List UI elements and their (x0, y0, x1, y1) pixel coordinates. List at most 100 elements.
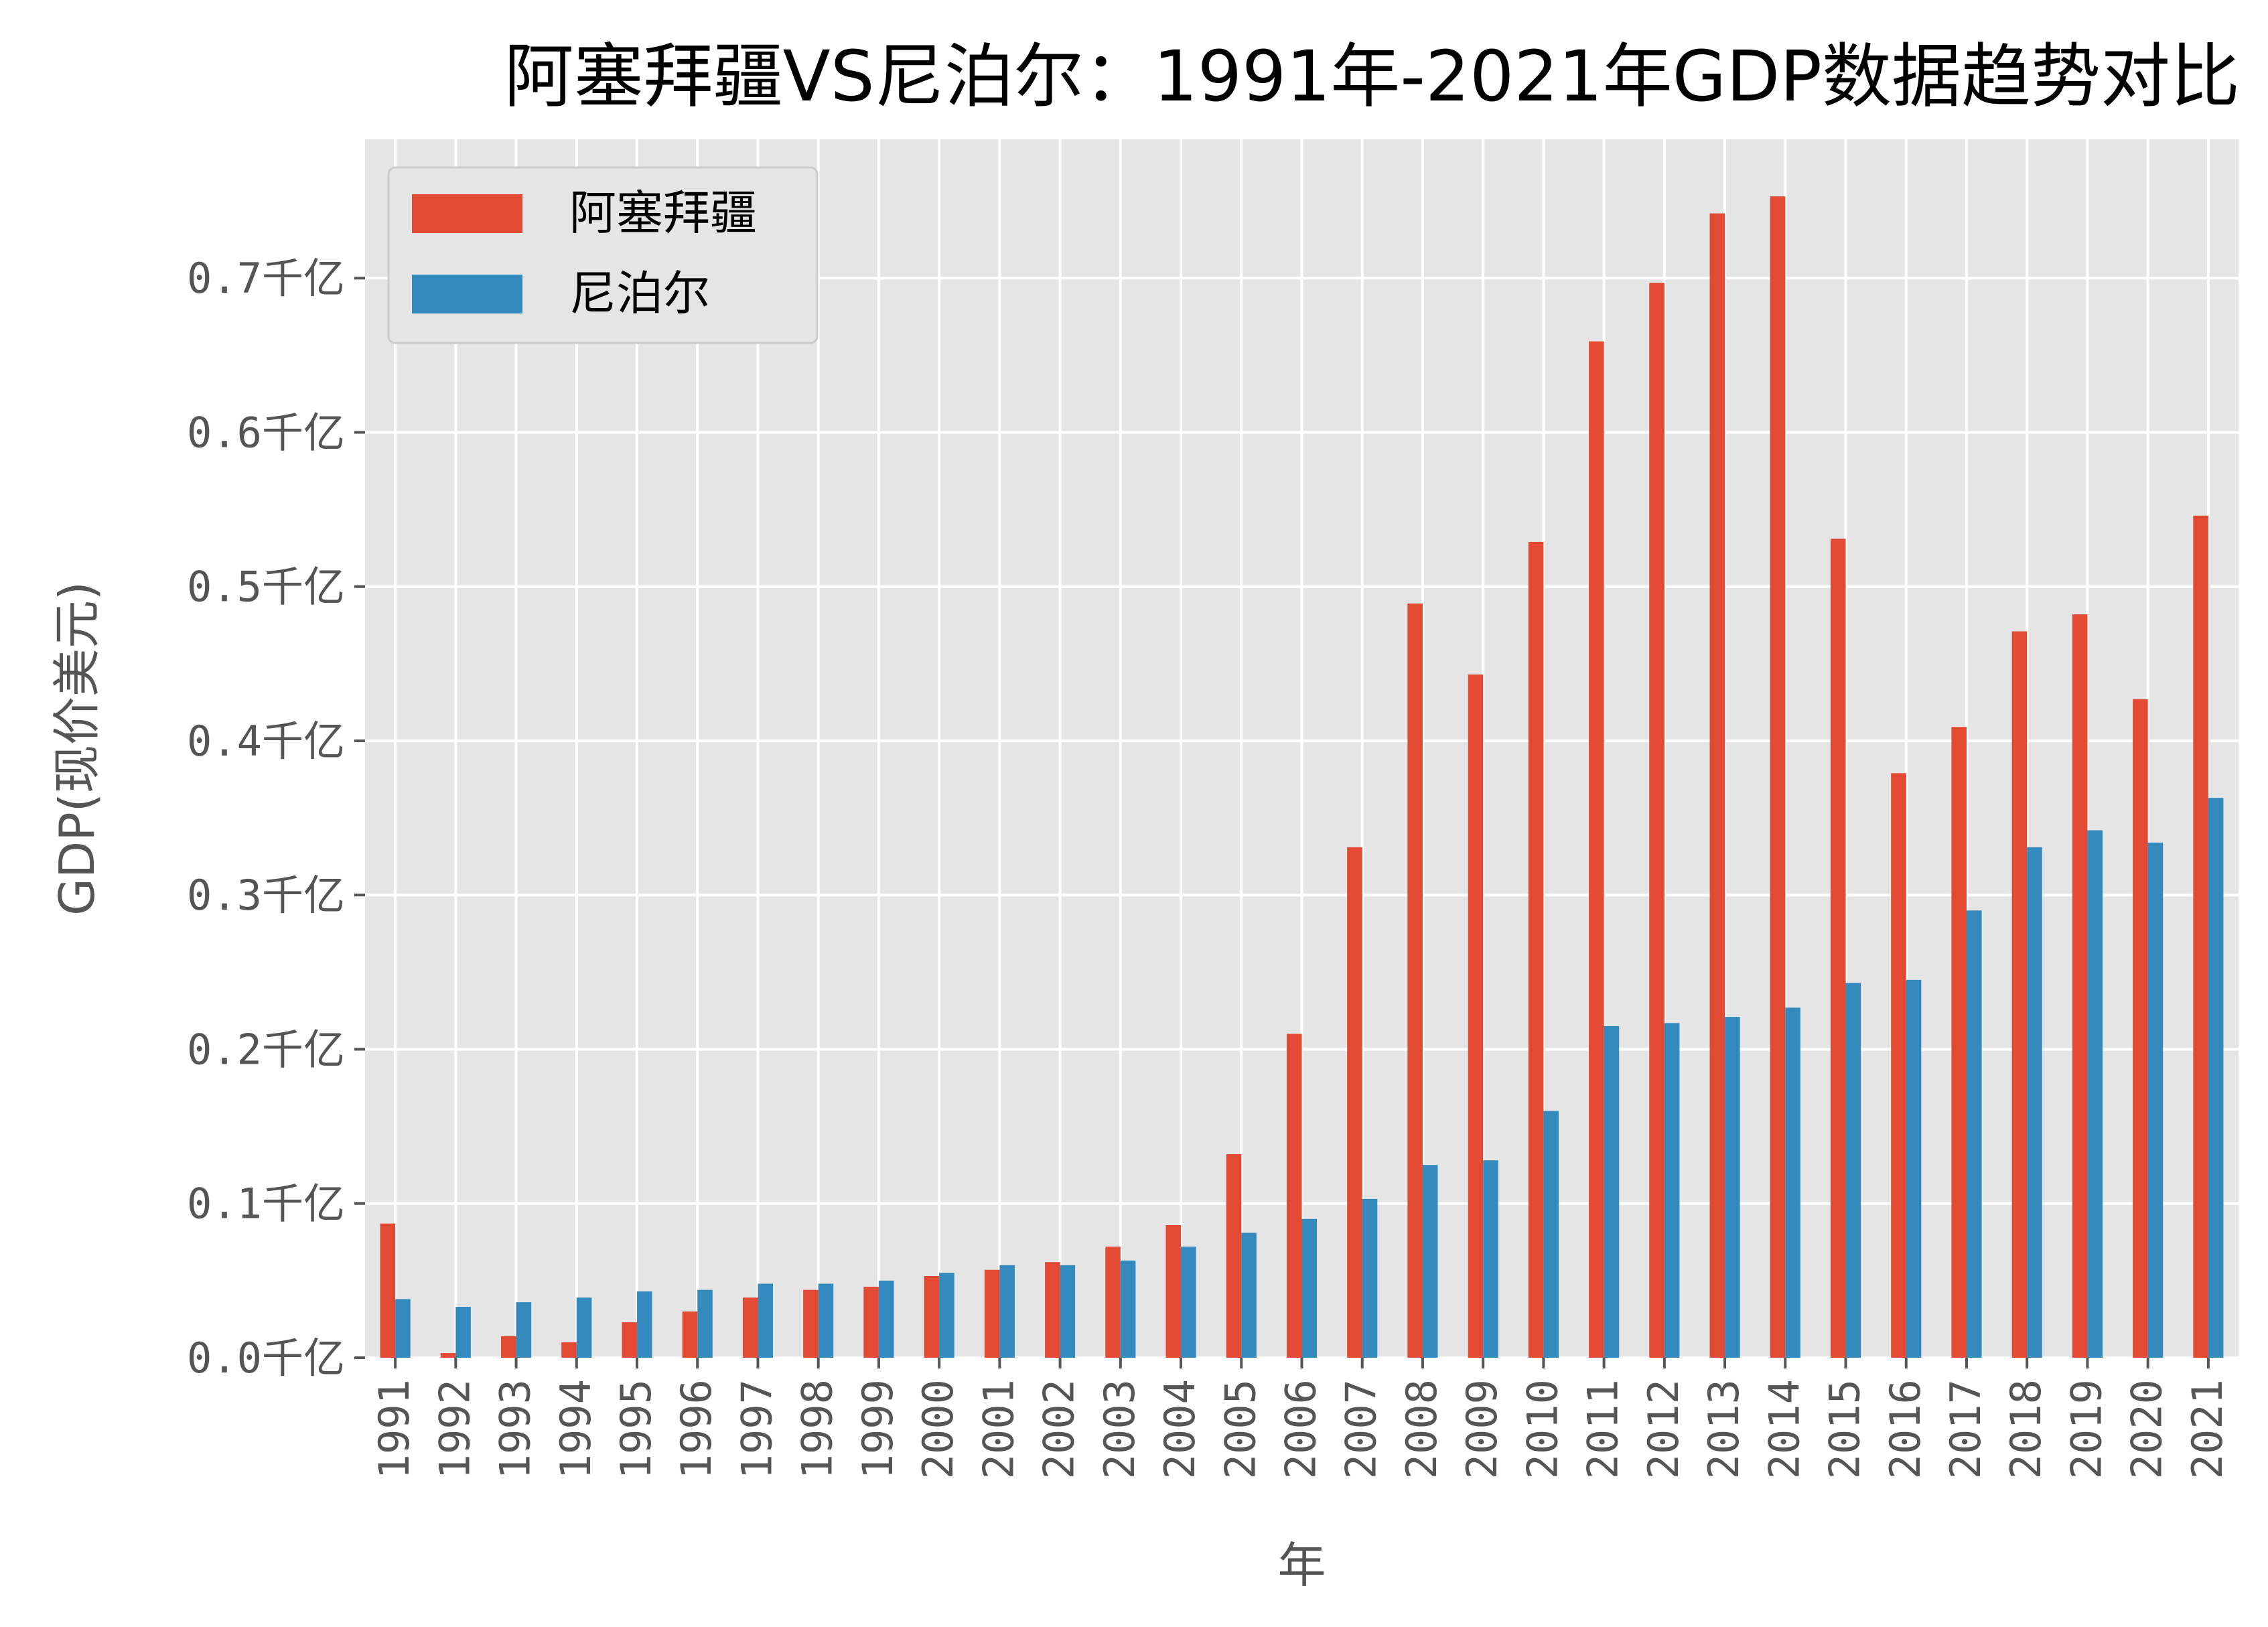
bar-2-2013 (1725, 1017, 1740, 1358)
x-tick-label-1997: 1997 (732, 1379, 781, 1479)
bar-1-2003 (1105, 1247, 1121, 1358)
bar-2-2021 (2208, 798, 2224, 1358)
y-axis: 0.0千亿 0.1千亿 0.2千亿 0.3千亿 0.4千亿 0.5千亿 0.6千亿 0.7千亿 (187, 254, 365, 1383)
bar-2-2015 (1845, 983, 1861, 1358)
bar-2-2010 (1543, 1111, 1559, 1358)
bar-1-2021 (2193, 515, 2208, 1358)
x-tick-label-2004: 2004 (1155, 1379, 1204, 1479)
bar-1-1992 (440, 1353, 456, 1358)
bar-2-2011 (1604, 1025, 1620, 1358)
x-tick-label-2017: 2017 (1941, 1379, 1990, 1479)
bar-1-1991 (380, 1223, 396, 1358)
bar-2-2006 (1301, 1218, 1318, 1358)
bar-2-2005 (1241, 1232, 1257, 1358)
y-tick-label-6: 0.6千亿 (187, 408, 345, 457)
legend-label-2: 尼泊尔 (569, 266, 710, 321)
x-tick-label-2010: 2010 (1518, 1379, 1567, 1479)
x-tick-label-1996: 1996 (672, 1379, 721, 1479)
bar-2-2008 (1422, 1165, 1438, 1358)
bar-2-2002 (1060, 1265, 1076, 1358)
x-tick-label-1998: 1998 (793, 1379, 842, 1479)
y-tick-label-1: 0.1千亿 (187, 1180, 345, 1228)
bar-2-2018 (2027, 847, 2042, 1358)
bar-2-1997 (758, 1283, 774, 1358)
bar-1-1993 (501, 1336, 516, 1358)
bar-1-2013 (1709, 213, 1725, 1358)
bar-2-2020 (2147, 842, 2164, 1358)
bar-1-1997 (742, 1297, 758, 1358)
bar-1-2005 (1226, 1154, 1242, 1358)
x-axis-label: 年 (1277, 1537, 1326, 1594)
bars-group (380, 196, 2224, 1358)
bar-1-2015 (1830, 539, 1846, 1358)
bar-1-2001 (984, 1269, 1000, 1358)
x-tick-label-2018: 2018 (2001, 1379, 2050, 1479)
x-tick-label-2005: 2005 (1216, 1379, 1265, 1479)
x-tick-label-2007: 2007 (1337, 1379, 1386, 1479)
series-1 (380, 196, 2208, 1358)
bar-1-2004 (1165, 1224, 1182, 1358)
bar-2-2009 (1483, 1160, 1498, 1358)
bar-1-1998 (803, 1289, 819, 1358)
x-tick-label-2009: 2009 (1458, 1379, 1506, 1479)
bar-2-2019 (2087, 830, 2103, 1358)
y-tick-label-7: 0.7千亿 (187, 254, 345, 303)
bar-1-2008 (1407, 604, 1423, 1358)
y-tick-label-0: 0.0千亿 (187, 1334, 345, 1383)
bar-1-2000 (924, 1275, 940, 1358)
bar-1-2018 (2011, 631, 2028, 1358)
bar-2-2012 (1664, 1023, 1680, 1358)
bar-1-2006 (1286, 1034, 1302, 1358)
x-axis: 1991 1992 1993 1994 1995 1996 1997 1998 1999 2000… (370, 1358, 2232, 1479)
legend-swatch-1 (412, 194, 522, 233)
series-2 (395, 798, 2224, 1358)
bar-2-2007 (1362, 1198, 1378, 1358)
x-tick-label-2021: 2021 (2183, 1379, 2232, 1479)
x-tick-label-2014: 2014 (1760, 1379, 1809, 1479)
bar-2-1991 (395, 1299, 411, 1358)
bar-1-2010 (1528, 541, 1544, 1358)
bar-2-1993 (516, 1302, 532, 1358)
bar-2-1999 (878, 1280, 894, 1358)
bar-1-1996 (682, 1311, 698, 1358)
bar-1-1999 (863, 1287, 879, 1358)
bar-1-2007 (1347, 847, 1362, 1358)
x-tick-label-2019: 2019 (2062, 1379, 2111, 1479)
chart-title: 阿塞拜疆VS尼泊尔：1991年-2021年GDP数据趋势对比 (504, 36, 2240, 117)
bar-1-2019 (2072, 614, 2088, 1358)
bar-2-1998 (818, 1283, 834, 1358)
bar-2-1995 (637, 1291, 652, 1358)
bar-1-2016 (1891, 773, 1906, 1358)
x-tick-label-1993: 1993 (491, 1379, 540, 1479)
bar-1-2009 (1468, 674, 1484, 1358)
x-tick-label-1991: 1991 (370, 1379, 419, 1479)
x-tick-label-1999: 1999 (853, 1379, 902, 1479)
y-tick-label-5: 0.5千亿 (187, 563, 345, 612)
bar-1-2002 (1045, 1262, 1060, 1358)
x-tick-label-2020: 2020 (2123, 1379, 2172, 1479)
bar-2-2003 (1120, 1260, 1136, 1358)
x-tick-label-2001: 2001 (974, 1379, 1023, 1479)
y-tick-label-4: 0.4千亿 (187, 717, 345, 766)
x-tick-label-2016: 2016 (1881, 1379, 1930, 1479)
bar-2-1996 (697, 1289, 713, 1358)
bar-1-2012 (1649, 283, 1664, 1358)
x-tick-label-2013: 2013 (1699, 1379, 1748, 1479)
x-tick-label-1992: 1992 (430, 1379, 479, 1479)
bar-2-1992 (455, 1307, 471, 1358)
x-tick-label-2002: 2002 (1035, 1379, 1084, 1479)
bar-2-2016 (1906, 979, 1922, 1358)
x-tick-label-1994: 1994 (551, 1379, 600, 1479)
x-tick-label-2006: 2006 (1277, 1379, 1326, 1479)
x-tick-label-2003: 2003 (1095, 1379, 1144, 1479)
bar-1-1995 (622, 1322, 638, 1358)
x-tick-label-2011: 2011 (1579, 1379, 1628, 1479)
x-tick-label-2015: 2015 (1821, 1379, 1869, 1479)
bar-2-1994 (576, 1297, 592, 1358)
legend-swatch-2 (412, 275, 522, 313)
bar-1-2017 (1951, 727, 1967, 1358)
bar-2-2001 (999, 1265, 1015, 1358)
x-tick-label-2012: 2012 (1639, 1379, 1688, 1479)
